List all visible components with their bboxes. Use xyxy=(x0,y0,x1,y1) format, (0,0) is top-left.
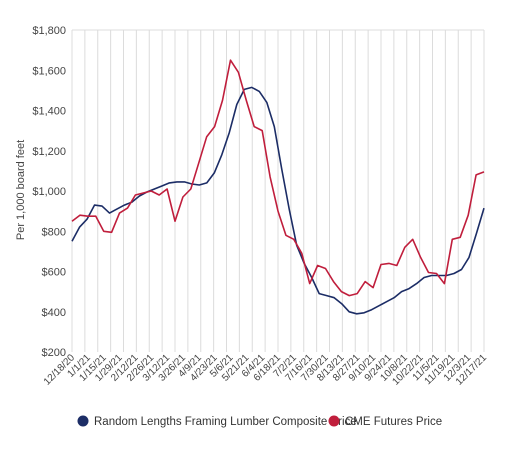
y-tick-label: $800 xyxy=(42,226,66,238)
legend-label-composite: Random Lengths Framing Lumber Composite … xyxy=(94,416,357,428)
legend-label-futures: CME Futures Price xyxy=(345,416,442,428)
series-line-composite xyxy=(71,86,485,315)
x-axis: 12/18/201/1/211/15/211/29/212/12/212/26/… xyxy=(42,352,490,388)
legend: Random Lengths Framing Lumber Composite … xyxy=(77,415,442,428)
legend-swatch-composite xyxy=(77,415,89,427)
y-tick-label: $400 xyxy=(42,307,66,319)
y-tick-label: $1,600 xyxy=(32,65,66,77)
y-axis-label: Per 1,000 board feet xyxy=(15,140,27,240)
y-tick-label: $1,800 xyxy=(32,25,66,37)
y-axis: $200 $400 $600 $800 $1,000 $1,200 $1,400 $1,600… xyxy=(32,25,66,359)
series-lines xyxy=(71,59,485,315)
y-tick-label: $1,400 xyxy=(32,106,66,118)
y-tick-label: $1,000 xyxy=(32,186,66,198)
vertical-gridlines xyxy=(71,29,485,352)
series-line-futures xyxy=(71,59,485,297)
y-tick-label: $200 xyxy=(42,347,66,359)
legend-swatch-futures xyxy=(328,415,340,427)
y-tick-label: $1,200 xyxy=(32,146,66,158)
y-tick-label: $600 xyxy=(42,267,66,279)
